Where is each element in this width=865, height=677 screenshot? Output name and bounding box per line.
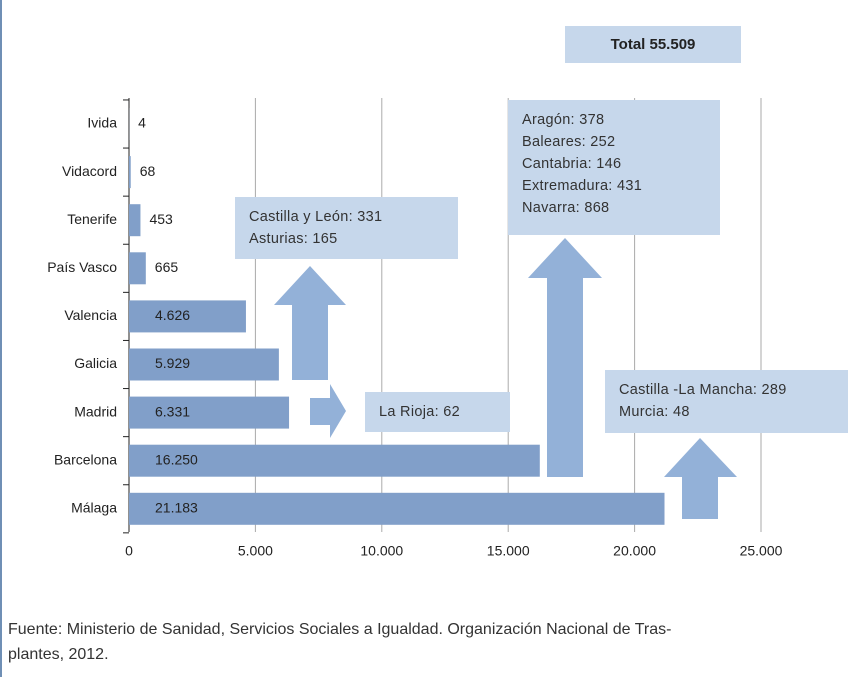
annotation-text: Cantabria: 146 [522, 156, 621, 172]
source-text: plantes, 2012. [8, 646, 109, 663]
bar [129, 156, 131, 189]
annotation-text: La Rioja: 62 [379, 404, 460, 420]
arrows [274, 238, 737, 519]
y-tick-label: Ivida [87, 115, 117, 131]
value-label: 5.929 [155, 355, 190, 371]
bar [129, 348, 279, 381]
value-label: 4.626 [155, 307, 190, 323]
y-tick-label: Madrid [74, 403, 117, 419]
x-tick-label: 0 [125, 543, 133, 559]
value-label: 6.331 [155, 403, 190, 419]
annotation-text: Asturias: 165 [249, 231, 338, 247]
source-text: Fuente: Ministerio de Sanidad, Servicios… [8, 621, 671, 638]
value-label: 16.250 [155, 451, 198, 467]
bar [129, 252, 146, 285]
annotation-box [508, 100, 720, 235]
annotation-text: Aragón: 378 [522, 112, 604, 128]
y-tick-label: Tenerife [67, 211, 117, 227]
arrow-right [310, 384, 346, 438]
arrow-up [274, 266, 346, 380]
annotation-box [235, 197, 458, 259]
value-label: 665 [155, 259, 179, 275]
arrow-up [664, 438, 737, 519]
y-tick-label: Vidacord [62, 163, 117, 179]
total-box [565, 26, 741, 63]
x-tick-label: 10.000 [360, 543, 403, 559]
bar [129, 204, 141, 237]
total-label: Total 55.509 [611, 36, 696, 53]
y-tick-label: País Vasco [47, 259, 117, 275]
y-tick-label: Barcelona [54, 451, 117, 467]
annotation-text: Navarra: 868 [522, 200, 609, 216]
annotation-text: Extremadura: 431 [522, 178, 642, 194]
value-label: 453 [149, 211, 173, 227]
x-tick-label: 5.000 [238, 543, 273, 559]
annotation-box [365, 392, 510, 432]
x-tick-label: 15.000 [487, 543, 530, 559]
value-label: 21.183 [155, 500, 198, 516]
bar [129, 444, 540, 477]
value-label: 68 [140, 163, 156, 179]
bar [129, 492, 665, 525]
y-tick-label: Valencia [64, 307, 117, 323]
annotation-text: Murcia: 48 [619, 404, 690, 420]
bar [129, 396, 290, 429]
value-label: 4 [138, 115, 146, 131]
x-tick-label: 20.000 [613, 543, 656, 559]
annotation-text: Baleares: 252 [522, 134, 615, 150]
bar [129, 300, 246, 333]
y-tick-label: Málaga [71, 500, 117, 516]
arrow-up-large [528, 238, 602, 477]
y-tick-label: Galicia [74, 355, 117, 371]
annotation-text: Castilla y León: 331 [249, 209, 382, 225]
annotation-box [605, 370, 848, 433]
annotation-text: Castilla -La Mancha: 289 [619, 382, 787, 398]
x-tick-label: 25.000 [740, 543, 783, 559]
